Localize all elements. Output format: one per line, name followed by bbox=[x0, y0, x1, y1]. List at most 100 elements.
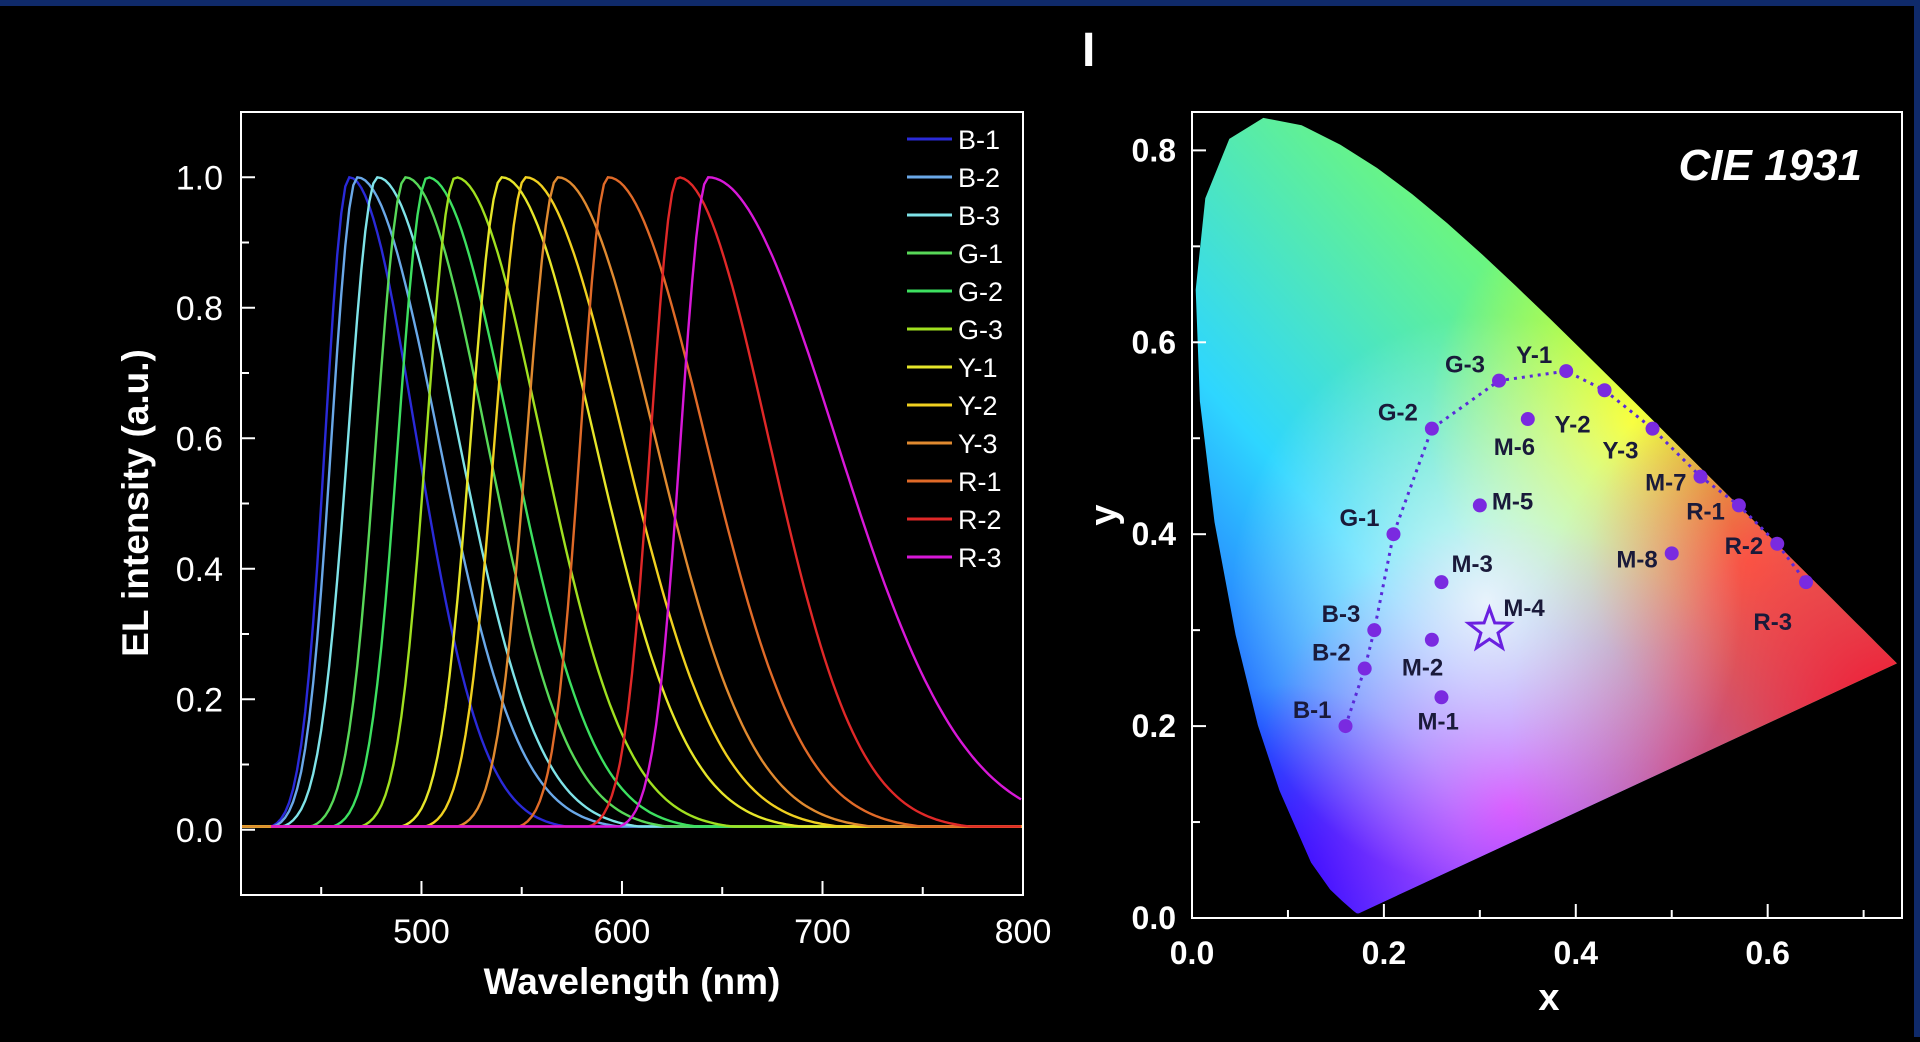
cie-x-axis: 0.0 0.2 0.4 0.6 bbox=[1170, 904, 1865, 971]
cie-x-tick-label: 0.2 bbox=[1362, 935, 1406, 971]
cie-point-label-r-1: R-1 bbox=[1686, 498, 1725, 525]
cie-y-tick-label: 0.0 bbox=[1132, 900, 1176, 936]
legend-label-g-2: G-2 bbox=[958, 277, 1003, 307]
cie-point-m-7 bbox=[1693, 469, 1708, 484]
spectra-legend: B-1 B-2 B-3 G-1 G-2 G-3 Y-1 Y-2 Y-3 R-1 R-2 R-3 bbox=[907, 125, 1003, 573]
spectra-y-tick-label: 0.0 bbox=[176, 812, 223, 850]
series-line-b-1 bbox=[241, 175, 1023, 828]
cie-point-r-1 bbox=[1731, 498, 1746, 513]
cie-star-m-4 bbox=[1464, 603, 1515, 652]
cie-point-label-r-2: R-2 bbox=[1725, 533, 1764, 560]
cie-point-label-m-1: M-1 bbox=[1417, 708, 1458, 735]
legend-label-g-3: G-3 bbox=[958, 315, 1003, 345]
legend-label-r-1: R-1 bbox=[958, 467, 1002, 497]
cie-y-tick-label: 0.8 bbox=[1132, 132, 1176, 168]
cie-gamut bbox=[1195, 117, 1897, 914]
cie-point-m-2 bbox=[1424, 632, 1439, 647]
cie-y-tick-label: 0.4 bbox=[1132, 516, 1177, 552]
cie-y-axis: 0.0 0.2 0.4 0.6 0.8 bbox=[1132, 132, 1206, 936]
cie-point-y-3 bbox=[1645, 421, 1660, 436]
cie-point-b-2 bbox=[1357, 661, 1372, 676]
cie-point-label-m-6: M-6 bbox=[1494, 434, 1535, 461]
cie-x-tick-label: 0.0 bbox=[1170, 935, 1214, 971]
spectra-x-tick-label: 600 bbox=[594, 913, 651, 951]
legend-label-y-1: Y-1 bbox=[958, 353, 998, 383]
cie-point-label-y-2: Y-2 bbox=[1555, 411, 1591, 438]
cie-point-m-6 bbox=[1520, 412, 1535, 427]
cie-point-label-b-2: B-2 bbox=[1312, 640, 1351, 667]
legend-label-b-3: B-3 bbox=[958, 201, 1000, 231]
spectra-y-tick-label: 1.0 bbox=[176, 159, 223, 197]
cie-point-label-g-2: G-2 bbox=[1378, 400, 1418, 427]
cie-title: CIE 1931 bbox=[1679, 141, 1862, 190]
series-line-g-2 bbox=[241, 176, 1023, 828]
cie-y-tick-label: 0.6 bbox=[1132, 324, 1176, 360]
cie-point-label-y-3: Y-3 bbox=[1603, 438, 1639, 465]
cie-point-g-3 bbox=[1492, 373, 1507, 388]
cie-point-m-5 bbox=[1472, 498, 1487, 513]
spectra-y-tick-label: 0.8 bbox=[176, 290, 223, 328]
cie-point-label-m-4: M-4 bbox=[1503, 595, 1545, 622]
series-line-g-3 bbox=[241, 176, 1023, 828]
series-line-r-3 bbox=[271, 176, 1022, 828]
cie-plot-frame bbox=[1191, 111, 1903, 919]
spectra-x-axis: 500 600 700 800 bbox=[320, 881, 1052, 951]
cie-point-label-r-3: R-3 bbox=[1753, 609, 1792, 636]
cie-x-tick-label: 0.4 bbox=[1554, 935, 1599, 971]
series-line-b-3 bbox=[241, 175, 1023, 828]
cie-point-m-1 bbox=[1434, 690, 1449, 705]
cie-point-label-m-8: M-8 bbox=[1616, 546, 1657, 573]
series-line-y-3 bbox=[241, 176, 1023, 828]
cie-x-tick-label: 0.6 bbox=[1745, 935, 1789, 971]
cie-point-label-m-3: M-3 bbox=[1451, 551, 1492, 578]
el-spectra-chart: 500 600 700 800 0.0 0.2 0.4 0.6 0.8 1.0 Waveleng… bbox=[115, 111, 1052, 1002]
legend-label-y-2: Y-2 bbox=[958, 391, 998, 421]
cie-point-label-y-1: Y-1 bbox=[1516, 342, 1552, 369]
spectra-x-tick-label: 800 bbox=[995, 913, 1052, 951]
series-line-y-1 bbox=[241, 176, 1023, 828]
cie-points: B-1 B-2 B-3 G-1 G-2 G-3 Y-1 Y-2 Y-3M-7R-1R-2 R-3 M… bbox=[1293, 342, 1814, 735]
cie-point-y-2 bbox=[1597, 383, 1612, 398]
spectra-x-tick-label: 700 bbox=[794, 913, 851, 951]
spectra-y-axis-label: EL intensity (a.u.) bbox=[115, 349, 156, 657]
legend-label-b-2: B-2 bbox=[958, 163, 1000, 193]
cie-point-label-g-3: G-3 bbox=[1445, 352, 1485, 379]
cie-point-label-b-1: B-1 bbox=[1293, 697, 1332, 724]
cie-point-m-8 bbox=[1664, 546, 1679, 561]
legend-label-y-3: Y-3 bbox=[958, 429, 998, 459]
series-line-g-1 bbox=[241, 175, 1023, 828]
cie-y-axis-label: y bbox=[1083, 504, 1125, 525]
spectra-y-tick-label: 0.6 bbox=[176, 420, 223, 458]
spectra-curves bbox=[241, 175, 1023, 828]
legend-label-r-3: R-3 bbox=[958, 543, 1002, 573]
spectra-x-tick-label: 500 bbox=[393, 913, 450, 951]
series-line-r-2 bbox=[271, 176, 1021, 828]
series-line-y-2 bbox=[241, 176, 1023, 828]
panel-label: I bbox=[1082, 24, 1095, 77]
cie-point-g-2 bbox=[1424, 421, 1439, 436]
cie-point-label-g-1: G-1 bbox=[1339, 505, 1379, 532]
cie-point-g-1 bbox=[1386, 527, 1401, 542]
legend-label-r-2: R-2 bbox=[958, 505, 1002, 535]
legend-label-g-1: G-1 bbox=[958, 239, 1003, 269]
spectra-y-axis: 0.0 0.2 0.4 0.6 0.8 1.0 bbox=[176, 111, 255, 896]
cie-point-label-m-2: M-2 bbox=[1402, 655, 1443, 682]
spectra-plot-frame bbox=[240, 111, 1024, 896]
cie-point-y-1 bbox=[1559, 364, 1574, 379]
legend-label-b-1: B-1 bbox=[958, 125, 1000, 155]
cie-x-axis-label: x bbox=[1538, 977, 1559, 1019]
spectra-y-tick-label: 0.2 bbox=[176, 681, 223, 719]
series-line-b-2 bbox=[241, 175, 1023, 828]
cie-point-b-3 bbox=[1367, 623, 1382, 638]
cie-point-label-b-3: B-3 bbox=[1322, 601, 1361, 628]
spectra-y-tick-label: 0.4 bbox=[176, 551, 223, 589]
spectra-x-axis-label: Wavelength (nm) bbox=[484, 961, 781, 1002]
cie-point-label-m-7: M-7 bbox=[1645, 470, 1686, 497]
cie-point-label-m-5: M-5 bbox=[1492, 488, 1533, 515]
cie-y-tick-label: 0.2 bbox=[1132, 708, 1176, 744]
cie-chart: B-1 B-2 B-3 G-1 G-2 G-3 Y-1 Y-2 Y-3M-7R-1R-2 R-3 M… bbox=[1083, 111, 1903, 1019]
cie-point-r-2 bbox=[1770, 536, 1785, 551]
cie-point-m-3 bbox=[1434, 575, 1449, 590]
